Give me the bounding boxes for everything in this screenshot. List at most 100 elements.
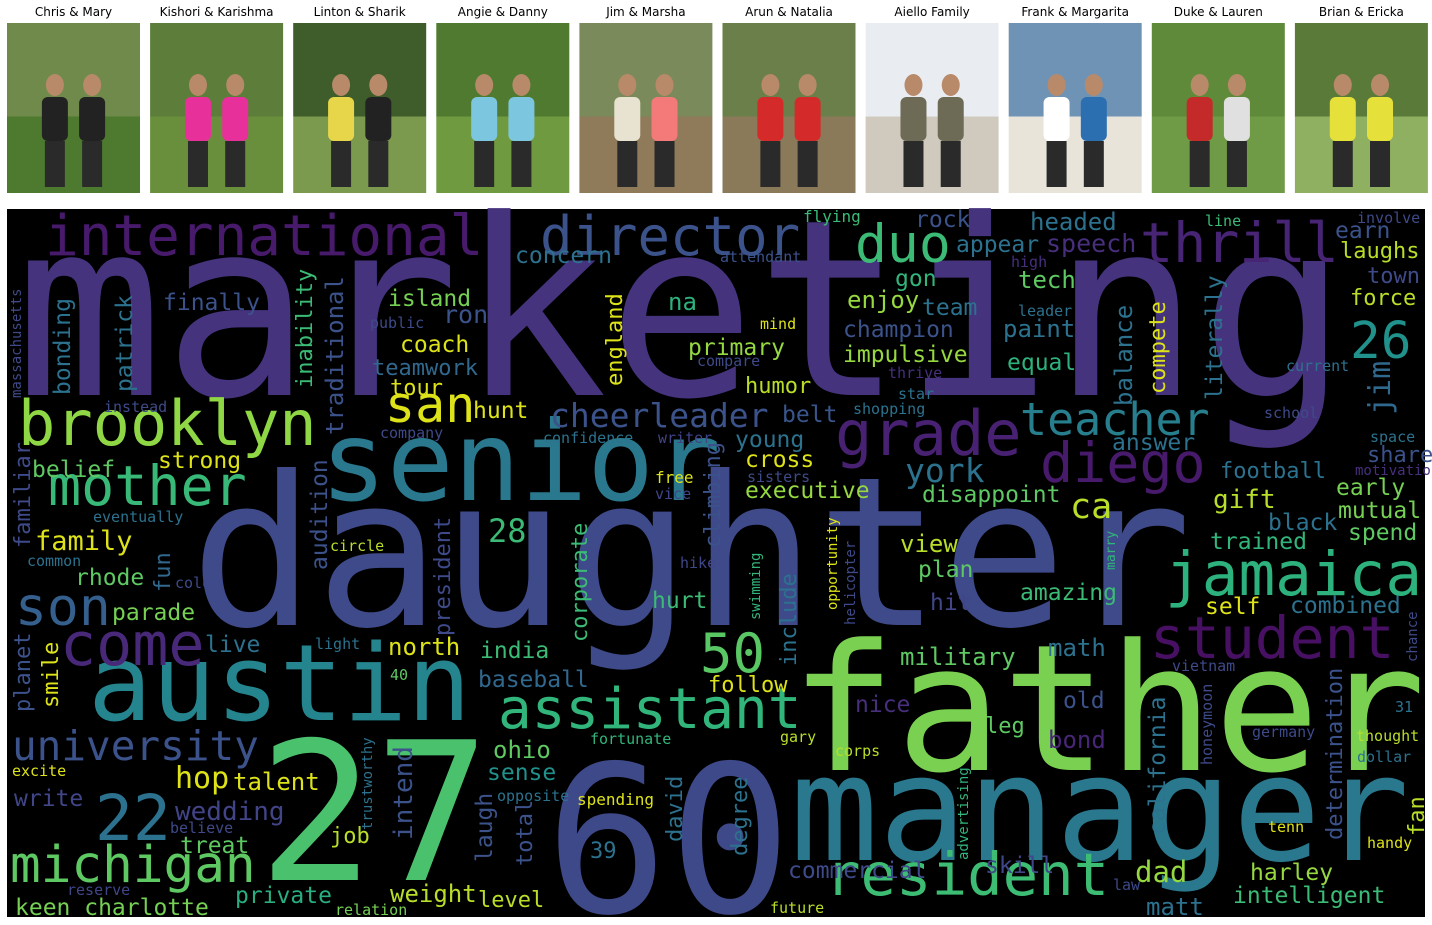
person-head	[618, 74, 637, 96]
word: na	[668, 288, 697, 316]
word: intend	[389, 746, 419, 840]
person-body	[1367, 97, 1394, 141]
word: public	[370, 314, 424, 332]
person-head	[188, 74, 207, 96]
word: family	[35, 526, 133, 557]
person-body	[651, 97, 678, 141]
word: view	[900, 530, 958, 558]
person-legs	[760, 141, 781, 187]
photo-backdrop	[1151, 23, 1285, 117]
person-body	[1329, 97, 1356, 141]
word: massachusetts	[9, 288, 25, 398]
word: international	[45, 204, 483, 269]
word: audition	[307, 459, 333, 570]
word: 40	[390, 666, 408, 684]
person-head	[1371, 74, 1390, 96]
word: circle	[330, 537, 384, 555]
person-body	[1186, 97, 1213, 141]
word: tech	[1018, 266, 1076, 294]
person-body	[471, 97, 498, 141]
word: share	[1367, 443, 1432, 468]
word: company	[380, 424, 443, 442]
word: degree	[728, 777, 753, 856]
word: current	[1286, 357, 1349, 375]
person-body	[1223, 97, 1250, 141]
word: appear	[956, 232, 1039, 258]
word: eventually	[93, 508, 183, 526]
panel-title: Aiello Family	[894, 5, 969, 19]
word: paint	[1003, 315, 1075, 343]
person-body	[328, 97, 355, 141]
word: primary	[688, 335, 785, 361]
word: thrive	[888, 364, 942, 382]
word: 60	[545, 723, 792, 925]
word: high	[1011, 253, 1047, 271]
word: vietnam	[1172, 657, 1235, 675]
word: confidence	[543, 429, 633, 447]
word: jamaica	[1165, 539, 1422, 610]
word: york	[905, 451, 985, 490]
panel-title: Jim & Marsha	[605, 5, 685, 19]
word: traditional	[321, 276, 349, 435]
word: harley	[1250, 860, 1333, 886]
word: laugh	[472, 793, 498, 862]
person-body	[41, 97, 68, 141]
person-legs	[44, 141, 65, 187]
person-head	[1190, 74, 1209, 96]
person-legs	[511, 141, 532, 187]
photo-ground	[1008, 116, 1142, 193]
photo	[722, 23, 856, 193]
person-head	[904, 74, 923, 96]
word: come	[60, 610, 205, 680]
word: honeymoon	[1198, 684, 1216, 765]
photo-row: Chris & Mary Kishori & Karishma Linton & S…	[7, 5, 1428, 193]
word: chance	[1405, 611, 1421, 662]
photo-backdrop	[1008, 23, 1142, 117]
word: marry	[1104, 531, 1119, 570]
word: climbing	[701, 442, 726, 548]
word: free	[655, 468, 694, 487]
photo-ground	[865, 116, 999, 193]
person-legs	[797, 141, 818, 187]
panel-title: Frank & Margarita	[1021, 5, 1129, 19]
word: star	[898, 385, 934, 403]
word: leg	[985, 714, 1025, 739]
photo-ground	[1294, 116, 1428, 193]
photo	[1151, 23, 1285, 193]
word: resident	[825, 840, 1109, 909]
word: belief	[32, 457, 115, 483]
word: law	[1113, 876, 1141, 894]
person-legs	[654, 141, 675, 187]
word: color	[175, 574, 220, 592]
word: teacher	[1020, 393, 1210, 446]
word: spend	[1348, 520, 1417, 546]
word: answer	[1112, 430, 1195, 456]
word: david	[663, 776, 688, 842]
person-legs	[940, 141, 961, 187]
person-legs	[474, 141, 495, 187]
word: attendant	[720, 248, 801, 266]
word: intelligent	[1233, 883, 1385, 909]
word: son	[15, 577, 111, 638]
word: president	[431, 517, 456, 636]
word: teamwork	[372, 356, 478, 381]
word: sense	[487, 760, 556, 786]
person-legs	[1189, 141, 1210, 187]
word: patrick	[112, 295, 138, 392]
person-head	[1047, 74, 1066, 96]
person-head	[1227, 74, 1246, 96]
photo-ground	[436, 116, 570, 193]
person-head	[941, 74, 960, 96]
person-body	[614, 97, 641, 141]
word: treat	[180, 833, 249, 859]
word: old	[1063, 688, 1105, 714]
word: tour	[390, 376, 443, 401]
word: belt	[782, 402, 837, 428]
photo	[579, 23, 713, 193]
word: thought	[1356, 727, 1419, 745]
word: future	[770, 899, 824, 917]
person-legs	[903, 141, 924, 187]
photo-ground	[579, 116, 713, 193]
word: spending	[577, 790, 654, 809]
